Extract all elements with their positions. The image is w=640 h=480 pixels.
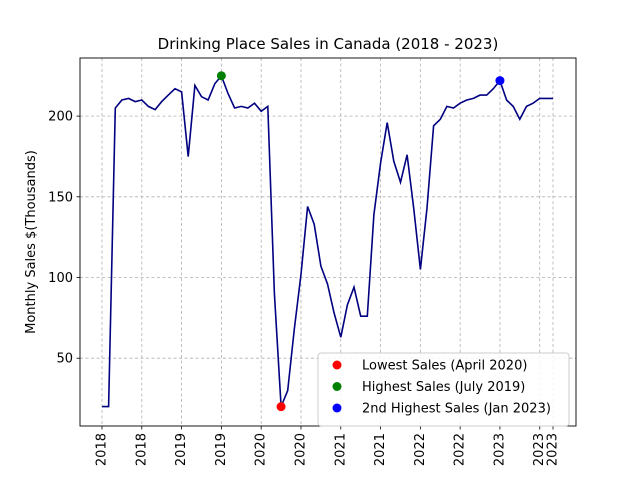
legend-label: Highest Sales (July 2019) (362, 380, 525, 395)
legend-marker (332, 360, 342, 370)
x-tick-label: 2018 (95, 433, 110, 466)
x-axis: 2018 2018 2019 2019 2020 2020 2021 2021 2022 2022… (95, 426, 561, 466)
x-tick-label: 2020 (254, 433, 269, 466)
legend-marker (332, 403, 342, 413)
highlight-point (276, 402, 286, 412)
x-tick-label: 2023 (492, 433, 507, 466)
x-tick-label: 2023 (532, 433, 547, 466)
highlight-points (216, 71, 505, 412)
chart-title: Drinking Place Sales in Canada (2018 - 2… (158, 35, 499, 53)
legend-box (317, 352, 570, 427)
grid-lines (80, 58, 576, 426)
x-tick-label: 2023 (546, 433, 561, 466)
y-axis-title: Monthly Sales $(Thousands) (24, 150, 39, 334)
legend: Lowest Sales (April 2020) Highest Sales (… (317, 352, 570, 427)
y-tick-label: 50 (56, 352, 73, 367)
y-tick-label: 100 (48, 271, 73, 286)
x-tick-label: 2022 (453, 433, 468, 466)
x-tick-label: 2020 (293, 433, 308, 466)
x-tick-label: 2019 (174, 433, 189, 466)
legend-label: 2nd Highest Sales (Jan 2023) (362, 402, 551, 417)
x-tick-label: 2018 (134, 433, 149, 466)
x-tick-label: 2021 (333, 433, 348, 466)
x-tick-label: 2021 (373, 433, 388, 466)
x-tick-label: 2019 (214, 433, 229, 466)
y-tick-label: 150 (48, 190, 73, 205)
legend-label: Lowest Sales (April 2020) (362, 359, 527, 374)
y-tick-label: 200 (48, 110, 73, 125)
x-tick-label: 2022 (413, 433, 428, 466)
highlight-point (216, 71, 226, 81)
sales-line (102, 74, 553, 408)
highlight-point (495, 76, 505, 86)
y-axis: 50 100 150 200 (48, 110, 80, 367)
legend-marker (332, 382, 342, 391)
